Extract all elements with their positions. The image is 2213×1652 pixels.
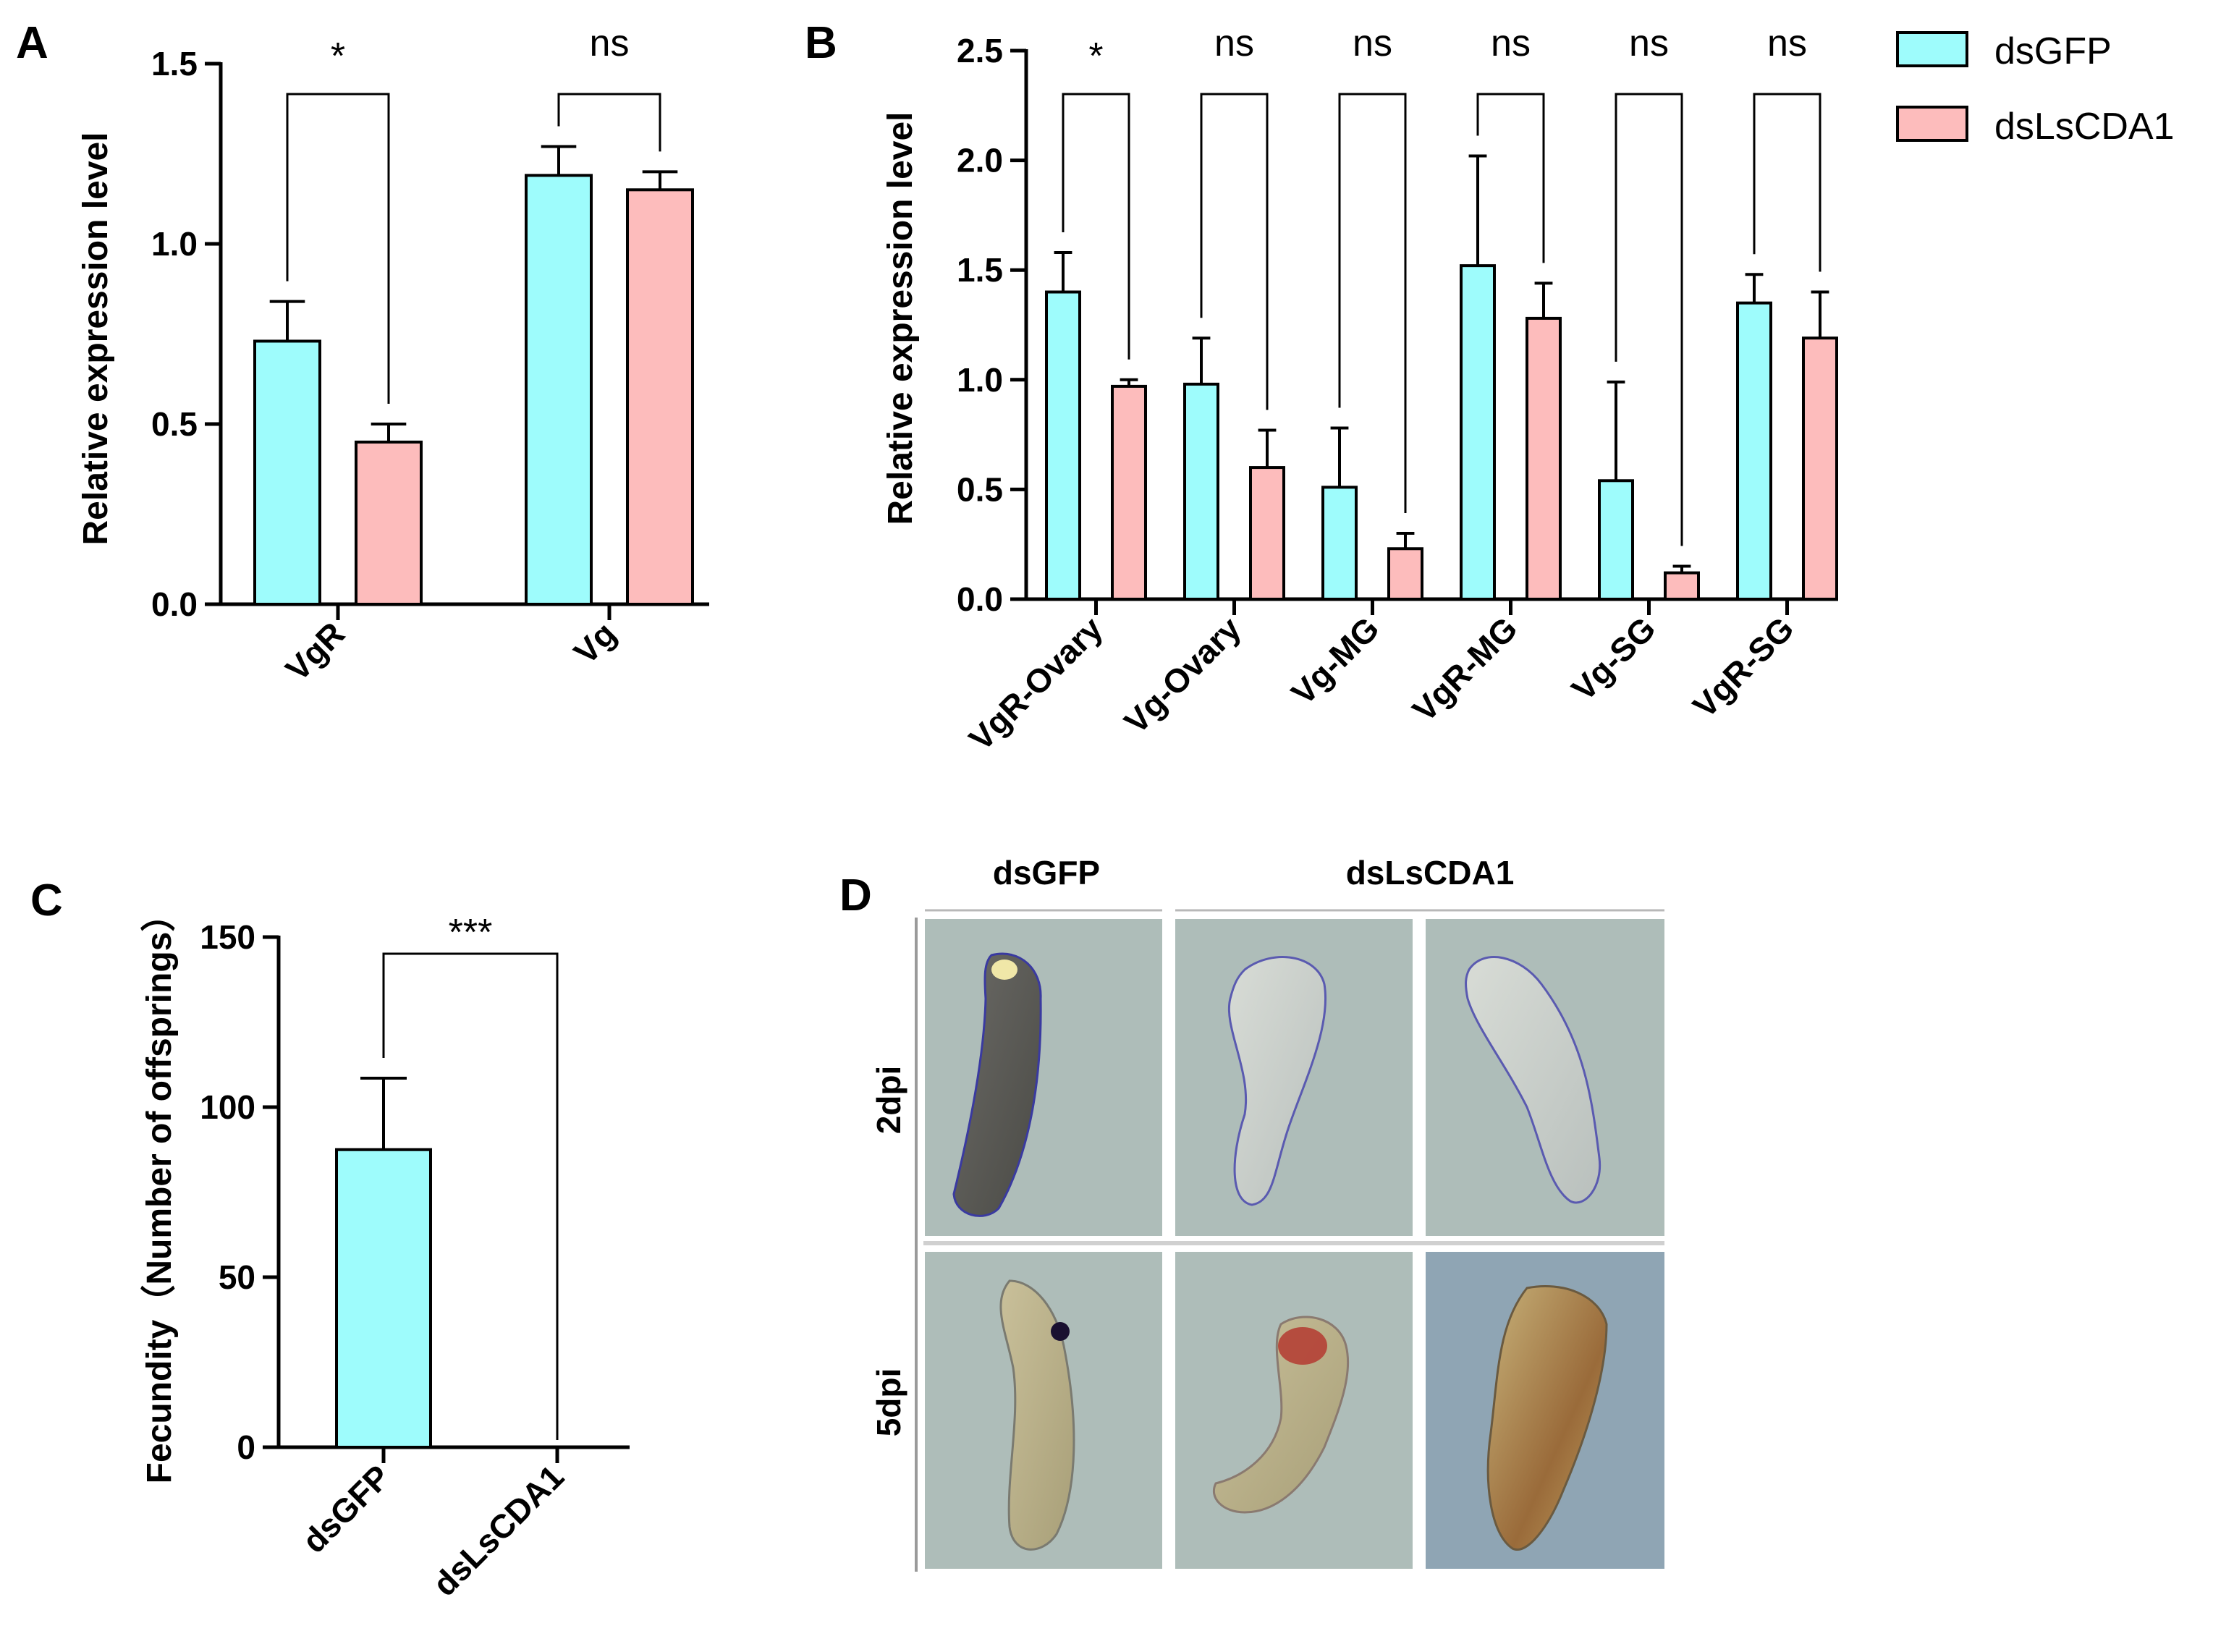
panel-b-sig-label: * — [1088, 35, 1103, 77]
panel-b-bar-dsgfp — [1460, 264, 1496, 601]
panel-a-xtick-label: VgR — [278, 614, 352, 688]
panel-b-sig-bracket — [1615, 93, 1683, 546]
panel-b-bar-dslscda1 — [1249, 466, 1285, 601]
panel-b-sig-label: ns — [1629, 22, 1669, 64]
panel-a-bar-dslscda1 — [626, 188, 694, 606]
panel-c-sig-bracket — [382, 952, 559, 1440]
specimen-5dpi-dslscda1-a — [1213, 1316, 1350, 1514]
panel-a-sig-bracket — [286, 93, 390, 404]
panel-a-ytick-label: 1.0 — [151, 225, 198, 263]
panel-a-ylabel-group: Relative expression level — [77, 132, 115, 546]
legend-label-dslscda1: dsLsCDA1 — [1994, 106, 2175, 148]
panel-letter-c: C — [30, 876, 63, 925]
panel-b-sig-bracket — [1338, 93, 1407, 514]
panel-b-sig-label: ns — [1491, 22, 1531, 64]
panel-a-chart: Relative expression level 0.0 0.5 1.0 1.5 * V… — [77, 22, 709, 688]
panel-a-sig-label: ns — [590, 22, 630, 64]
panel-a-bar-dsgfp — [525, 174, 593, 606]
panel-c-sig-label: *** — [449, 912, 493, 954]
panel-b-xtick-label: Vg-Ovary — [1117, 609, 1248, 741]
panel-b-sig-bracket — [1753, 93, 1821, 272]
panel-d-photo-grid: dsGFP dsLsCDA1 2dpi 5dpi — [870, 854, 1664, 1572]
panel-d-header-dsgfp: dsGFP — [993, 854, 1100, 891]
panel-b-sig-bracket — [1200, 93, 1269, 410]
legend-label-dsgfp: dsGFP — [1994, 30, 2112, 72]
panel-b-sig-label: ns — [1767, 22, 1807, 64]
panel-a-bar-dslscda1 — [355, 440, 423, 606]
panel-a-ytick-label: 0.0 — [151, 585, 198, 623]
panel-b-bar-dsgfp — [1321, 486, 1358, 601]
panel-c-chart: Fecundity（Number of offsprings） 0 50 100 15… — [140, 897, 630, 1604]
panel-d-header-dslscda1: dsLsCDA1 — [1346, 854, 1515, 891]
panel-b-xtick-label: VgR-SG — [1685, 609, 1801, 725]
panel-b-bar-dslscda1 — [1387, 547, 1423, 601]
panel-b-bar-dsgfp — [1045, 290, 1081, 601]
panel-b-xtick-label: VgR-Ovary — [962, 609, 1110, 758]
panel-letter-b: B — [805, 18, 837, 68]
panel-b-xtick-label: Vg-MG — [1284, 609, 1387, 712]
panel-c-ytick-label: 100 — [200, 1088, 255, 1126]
legend-swatch-dslscda1 — [1896, 106, 1968, 142]
panel-b-sig-bracket — [1062, 93, 1130, 360]
specimen-5dpi-dsgfp-eyespot — [1051, 1322, 1070, 1341]
panel-a-sig-label: * — [331, 35, 345, 77]
panel-b-chart: Relative expression level 0.0 0.5 1.0 1.5 2.… — [881, 22, 1838, 758]
panel-b-ytick-label: 2.0 — [957, 142, 1003, 179]
panel-a-sig-bracket — [557, 93, 661, 152]
panel-b-ytick-label: 2.5 — [957, 32, 1003, 69]
legend: dsGFP dsLsCDA1 — [1896, 30, 2175, 148]
panel-a-ytick-label: 0.5 — [151, 405, 198, 443]
panel-c-ylabel: Fecundity（Number of offsprings） — [140, 897, 179, 1484]
panel-b-ytick-label: 1.0 — [957, 361, 1003, 399]
panel-b-xtick-label: Vg-SG — [1564, 609, 1662, 708]
panel-a-ytick-label: 1.5 — [151, 45, 198, 82]
panel-c-xtick-label: dsGFP — [295, 1457, 397, 1560]
panel-c-ytick-label: 0 — [237, 1428, 255, 1466]
panel-b-ytick-label: 0.5 — [957, 470, 1003, 508]
panel-b-bar-dslscda1 — [1664, 571, 1700, 601]
panel-d-row-label-2dpi: 2dpi — [870, 1066, 907, 1135]
specimen-2dpi-dslscda1-b — [1465, 956, 1601, 1204]
panel-b-ytick-label: 0.0 — [957, 580, 1003, 618]
specimen-5dpi-dsgfp — [999, 1279, 1075, 1551]
panel-b-bar-dslscda1 — [1111, 384, 1147, 601]
panel-b-bar-dsgfp — [1598, 479, 1634, 601]
specimen-5dpi-dslscda1-a-redspot — [1278, 1327, 1327, 1365]
specimen-2dpi-dslscda1-a — [1227, 956, 1326, 1206]
panel-a-bar-dsgfp — [253, 339, 321, 606]
panel-b-bar-dslscda1 — [1802, 336, 1838, 601]
panel-c-xtick-label: dsLsCDA1 — [426, 1457, 571, 1603]
specimen-2dpi-dsgfp-head — [991, 960, 1017, 980]
panel-c-bar-dsgfp — [335, 1148, 432, 1449]
panel-b-bar-dsgfp — [1736, 301, 1772, 601]
panel-a-ylabel: Relative expression level — [77, 132, 115, 546]
panel-d-row-label-5dpi: 5dpi — [870, 1368, 907, 1437]
specimen-2dpi-dsgfp — [952, 952, 1042, 1217]
panel-b-sig-bracket — [1476, 93, 1545, 263]
panel-a-xtick-label: Vg — [567, 614, 623, 671]
panel-letter-d: D — [839, 871, 872, 920]
panel-b-bar-dsgfp — [1183, 382, 1219, 601]
specimen-5dpi-dslscda1-b — [1486, 1284, 1608, 1551]
panel-b-bar-dslscda1 — [1526, 316, 1562, 601]
panel-c-ytick-label: 150 — [200, 918, 255, 956]
panel-b-ylabel: Relative expression level — [881, 112, 920, 525]
panel-c-ytick-label: 50 — [219, 1258, 255, 1296]
panel-b-sig-label: ns — [1353, 22, 1392, 64]
legend-swatch-dsgfp — [1896, 31, 1968, 67]
panel-b-ytick-label: 1.5 — [957, 251, 1003, 289]
panel-b-sig-label: ns — [1214, 22, 1254, 64]
panel-b-xtick-label: VgR-MG — [1405, 609, 1525, 729]
panel-letter-a: A — [16, 18, 48, 68]
